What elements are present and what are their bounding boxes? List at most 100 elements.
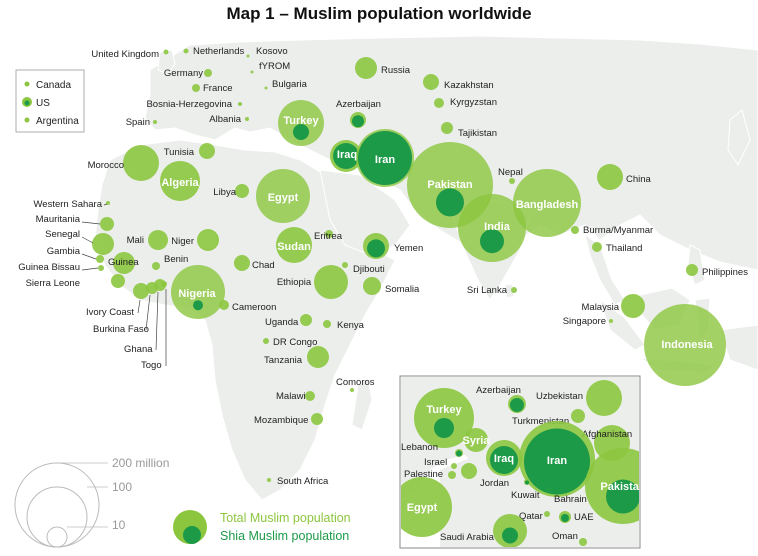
leader-burkina-faso [145, 294, 151, 331]
total-bubble-bosnia-herzegovina [238, 102, 242, 106]
bubble-iran [356, 129, 414, 187]
country-label-sudan: Sudan [277, 241, 311, 253]
total-bubble-sudan [276, 227, 312, 263]
inset-total-bubble-egypt [401, 477, 452, 537]
bubble-gambia [96, 255, 104, 263]
bubble-somalia [363, 277, 381, 295]
total-bubble-algeria [160, 161, 200, 201]
land-sumatra [599, 298, 646, 351]
bubble-kazakhstan [423, 74, 439, 90]
total-bubble-bangladesh [513, 169, 581, 237]
country-label-bulgaria: Bulgaria [272, 79, 308, 90]
inset-bubble-iran [519, 421, 595, 497]
inset-label-kuwait: Kuwait [511, 490, 540, 501]
bubble-ivory-coast [133, 283, 149, 299]
inset-bubble-turkmenistan [571, 409, 585, 423]
country-label-tajikistan: Tajikistan [458, 128, 497, 139]
bubble-layer [92, 48, 726, 482]
total-bubble-comoros [350, 388, 354, 392]
country-label-mauritania: Mauritania [36, 214, 81, 225]
total-bubble-germany [204, 69, 212, 77]
total-bubble-kyrgyzstan [434, 98, 444, 108]
total-bubble-fyrom [250, 70, 254, 74]
total-bubble-libya [235, 184, 249, 198]
country-label-burma-myanmar: Burma/Myanmar [583, 225, 653, 236]
inset-bubble-turkey [414, 388, 474, 448]
country-label-south-africa: South Africa [277, 476, 329, 487]
inset-total-bubble-jordan [461, 463, 477, 479]
bubble-turkey [278, 100, 324, 146]
country-label-netherlands: Netherlands [193, 46, 244, 57]
shia-bubble-turkey [293, 124, 309, 140]
inset-arabia-land [440, 458, 590, 547]
inset-total-bubble-israel [451, 463, 457, 469]
total-bubble-kenya [323, 320, 331, 328]
inset-bubbles: Azerbaijan Uzbekistan Turkey Turkmenistan Af… [401, 380, 646, 547]
inset-shia-bubble-kuwait [525, 480, 529, 485]
country-label-uganda: Uganda [265, 317, 299, 328]
bubble-sudan [276, 227, 312, 263]
country-label-germany: Germany [164, 68, 203, 79]
scale-label-10: 10 [112, 518, 126, 532]
leader-gambia [81, 253, 97, 260]
inset-bubble-lebanon [455, 449, 463, 457]
inset-label-uzbekistan: Uzbekistan [536, 391, 583, 402]
inset-bubble-saudi-arabia [493, 514, 527, 547]
country-label-ethiopia: Ethiopia [277, 277, 312, 288]
country-label-singapore: Singapore [563, 316, 606, 327]
bubble-uganda [300, 314, 312, 326]
land-newguinea [719, 324, 758, 371]
country-label-morocco: Morocco [88, 160, 124, 171]
inset-shia-bubble-pakistan [606, 479, 639, 514]
scale-label-100: 100 [112, 480, 132, 494]
inset-bubble-egypt [401, 477, 452, 537]
total-bubble-india [458, 194, 526, 262]
legend-label-us: US [36, 98, 50, 109]
bubble-guinea-bissau [98, 265, 104, 271]
inset-label-pakistan: Pakistan [600, 481, 646, 493]
country-label-tunisia: Tunisia [164, 147, 195, 158]
leader-lines [81, 203, 167, 366]
inset-bubble-qatar [544, 511, 550, 517]
country-label-algeria: Algeria [161, 177, 199, 189]
legend-total-label: Total Muslim population [220, 511, 351, 525]
inset-shia-bubble-turkey [434, 418, 454, 438]
bubble-sri-lanka [511, 287, 517, 293]
country-label-kazakhstan: Kazakhstan [444, 80, 494, 91]
inset-label-syria: Syria [463, 435, 491, 447]
leader-western-sahara [103, 203, 108, 206]
total-bubble-djibouti [342, 262, 348, 268]
total-bubble-france [192, 84, 200, 92]
bubble-eritrea [325, 230, 333, 238]
label-layer: United Kingdom Netherlands Kosovo fYROM Bulg… [14, 46, 748, 548]
country-label-togo: Togo [141, 360, 162, 371]
country-label-kyrgyzstan: Kyrgyzstan [450, 97, 497, 108]
country-label-ivory-coast: Ivory Coast [86, 307, 134, 318]
bubble-france [192, 84, 200, 92]
country-label-azerbaijan: Azerbaijan [336, 99, 381, 110]
total-bubble-bulgaria [264, 86, 268, 90]
inset-label-afghanistan: Afghanistan [582, 429, 632, 440]
inset-bubble-syria [464, 428, 488, 452]
bubble-bosnia-herzegovina [238, 102, 242, 106]
inset-label-bahrain: Bahrain [554, 494, 587, 505]
shia-bubble-nigeria [193, 300, 203, 311]
bubble-azerbaijan [350, 112, 366, 128]
scale-circle-10 [46, 526, 68, 548]
land-sea-peninsula [584, 233, 626, 306]
inset-bubble-israel [451, 463, 457, 469]
country-label-sri-lanka: Sri Lanka [467, 285, 508, 296]
country-label-bosnia-herzegovina: Bosnia-Herzegovina [146, 99, 232, 110]
bubble-tunisia [199, 143, 215, 159]
legend-countries: Canada US Argentina [15, 69, 85, 133]
inset-total-bubble-syria [464, 428, 488, 452]
country-label-guinea: Guinea [108, 257, 139, 268]
bubble-kenya [323, 320, 331, 328]
bubble-mauritania [100, 217, 114, 231]
bubble-benin [152, 262, 160, 270]
shia-bubble-pakistan [436, 188, 464, 217]
legend-label-argentina: Argentina [36, 116, 79, 127]
country-label-libya: Libya [213, 187, 236, 198]
country-label-djibouti: Djibouti [353, 264, 385, 275]
total-bubble-malaysia [621, 294, 645, 318]
